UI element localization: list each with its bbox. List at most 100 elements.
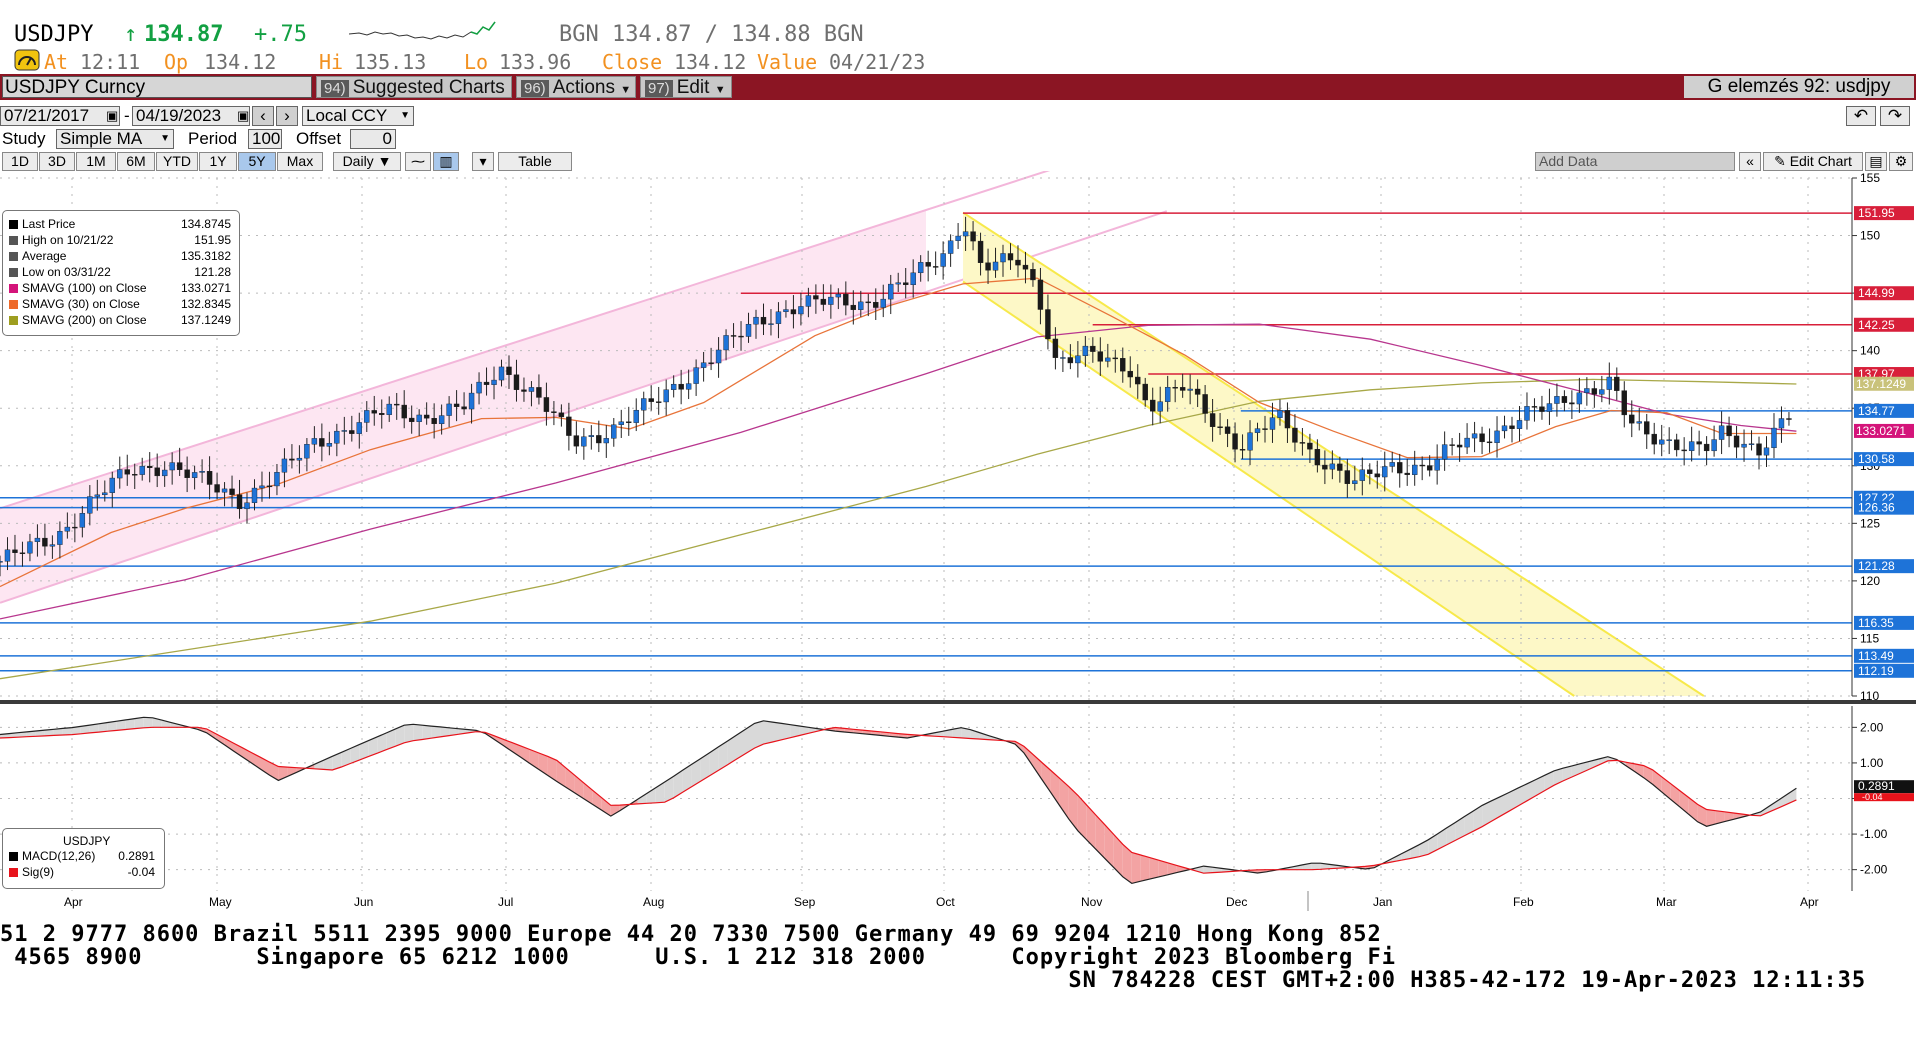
range-button-1y[interactable]: 1Y: [199, 152, 237, 171]
candle-chart-icon[interactable]: ▥: [433, 152, 459, 171]
edit-chart-button[interactable]: ✎ Edit Chart: [1763, 152, 1863, 171]
gauge-icon[interactable]: [14, 49, 40, 71]
offset-input[interactable]: 0: [350, 129, 396, 149]
bid-ask: BGN 134.87 / 134.88 BGN: [559, 22, 864, 47]
candle-body: [1374, 473, 1380, 478]
range-button-1m[interactable]: 1M: [76, 152, 116, 171]
high-value: 135.13: [354, 50, 427, 74]
period-input[interactable]: 100: [248, 129, 282, 149]
candle-body: [1471, 433, 1478, 439]
range-button-5y[interactable]: 5Y: [238, 152, 276, 171]
candle-body: [611, 424, 617, 439]
macd-fill: [26, 731, 36, 737]
gear-icon[interactable]: ⚙: [1889, 152, 1913, 171]
table-button[interactable]: Table: [498, 152, 572, 171]
candle-body: [1509, 425, 1515, 429]
macd-fill: [107, 721, 117, 732]
candle-body: [1307, 442, 1313, 450]
candle-body: [1060, 357, 1066, 359]
macd-fill: [332, 752, 342, 770]
macd-fill: [359, 740, 369, 761]
chart-settings-icon[interactable]: ▤: [1865, 152, 1887, 171]
candle-body: [955, 235, 961, 241]
quote-time: 12:11: [80, 50, 141, 74]
candle-body: [1644, 421, 1650, 435]
candle-body: [1411, 464, 1418, 475]
candle-body: [49, 544, 56, 547]
candle-body: [453, 403, 460, 407]
ticker-line-3: SN 784228 CEST GMT+2:00 H385-42-172 19-A…: [0, 968, 1867, 993]
candle-body: [1464, 437, 1470, 448]
currency-select[interactable]: Local CCY ▼: [302, 106, 414, 126]
macd-fill: [1131, 852, 1141, 884]
range-button-max[interactable]: Max: [277, 152, 323, 171]
legend-row: SMAVG (30) on Close 132.8345: [9, 297, 235, 312]
price-chart[interactable]: 110115120125130135140145150155151.95144.…: [0, 171, 1916, 911]
prev-range-button[interactable]: ‹: [252, 106, 274, 126]
study-select[interactable]: Simple MA ▼: [56, 129, 174, 149]
candle-body: [588, 435, 595, 437]
date-separator: -: [124, 106, 130, 125]
macd-fill: [350, 744, 360, 764]
chart-type-dropdown[interactable]: ▾: [472, 152, 494, 171]
currency-value: Local CCY: [306, 106, 388, 125]
legend-value: 134.8745: [180, 217, 231, 231]
line-chart-icon[interactable]: ⁓: [405, 152, 431, 171]
suggested-label: Suggested Charts: [352, 77, 505, 98]
candle-body: [79, 513, 86, 528]
undo-button[interactable]: ↶: [1846, 106, 1876, 126]
macd-fill: [1446, 822, 1456, 846]
chevron-down-icon: ▼: [160, 133, 170, 144]
collapse-icon[interactable]: «: [1739, 152, 1761, 171]
date-from-input[interactable]: 07/21/2017: [0, 106, 120, 126]
candle-body: [289, 458, 295, 461]
x-axis-label: Sep: [794, 895, 816, 909]
interval-select[interactable]: Daily ▼: [333, 152, 401, 171]
edit-button[interactable]: 97) Edit ▼: [640, 76, 732, 98]
legend-label: Average: [22, 249, 67, 263]
date-to-input[interactable]: 04/19/2023: [132, 106, 250, 126]
candle-body: [274, 472, 280, 487]
macd-fill: [1086, 805, 1096, 850]
candle-body: [266, 485, 273, 488]
candle-body: [259, 485, 265, 489]
macd-tag: [1854, 780, 1914, 794]
macd-fill: [745, 723, 755, 754]
macd-fill: [1095, 815, 1105, 859]
macd-fill: [440, 726, 450, 737]
close-value: 134.12: [674, 50, 747, 74]
calendar-icon[interactable]: ▣: [237, 108, 250, 123]
actions-button[interactable]: 96) Actions ▼: [516, 76, 636, 98]
macd-fill: [700, 752, 710, 782]
macd-fill: [98, 722, 108, 733]
candle-body: [4, 549, 11, 562]
range-button-ytd[interactable]: YTD: [156, 152, 198, 171]
range-button-1d[interactable]: 1D: [2, 152, 38, 171]
price-axis-label: 115: [1860, 631, 1879, 645]
legend-label: SMAVG (30) on Close: [22, 297, 140, 311]
candle-body: [641, 398, 647, 411]
candle-body: [124, 469, 130, 475]
x-axis-label: Apr: [1800, 895, 1819, 909]
macd-fill: [943, 729, 953, 738]
macd-fill: [116, 719, 126, 731]
range-button-6m[interactable]: 6M: [117, 152, 155, 171]
candle-body: [1150, 399, 1156, 412]
candle-body: [655, 401, 662, 403]
candle-body: [1741, 443, 1747, 448]
candle-body: [1516, 420, 1523, 429]
calendar-icon[interactable]: ▣: [106, 108, 119, 123]
range-button-3d[interactable]: 3D: [39, 152, 75, 171]
suggested-charts-button[interactable]: 94) Suggested Charts: [316, 76, 512, 98]
candle-body: [1531, 406, 1538, 408]
macd-fill: [709, 746, 719, 776]
add-data-input[interactable]: Add Data: [1535, 152, 1735, 171]
ma-tag: [1854, 376, 1914, 391]
candle-body: [169, 462, 175, 471]
sparkline-icon: [349, 21, 496, 40]
redo-button[interactable]: ↷: [1880, 106, 1910, 126]
next-range-button[interactable]: ›: [276, 106, 298, 126]
security-field[interactable]: USDJPY Curncy: [2, 76, 312, 98]
legend-swatch: [9, 268, 18, 277]
legend-swatch: [9, 252, 18, 261]
